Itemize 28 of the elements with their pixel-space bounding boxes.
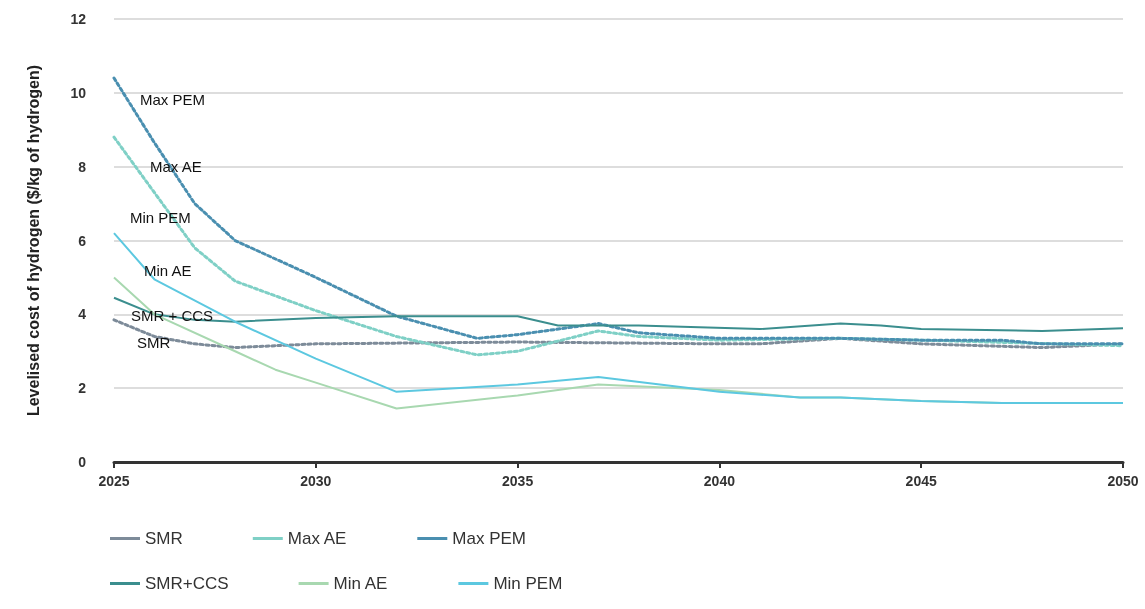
legend-label: Min AE [333,574,388,593]
legend-label: Max AE [287,529,347,548]
x-tick-label: 2030 [300,473,332,489]
annotation: Max PEM [140,90,206,108]
x-tick-label: 2050 [1107,473,1139,489]
line-series [113,232,1124,404]
x-tick-label: 2025 [98,473,130,489]
line-series [113,296,1124,332]
x-tick-label: 2045 [905,473,937,489]
annotation: Min PEM [130,208,191,226]
y-axis-title: Levelised cost of hydrogen ($/kg of hydrogen) [24,64,42,417]
y-tick-label: 0 [78,454,87,470]
y-tick-label: 8 [78,158,87,175]
line-series [112,76,1125,346]
legend-label: SMR [145,529,183,548]
annotation: SMR [137,333,171,351]
y-tick-label: 6 [78,232,87,249]
line-series [112,135,1125,357]
annotation: Min AE [144,261,192,279]
y-tick-label: 12 [70,11,87,27]
legend-label: SMR+CCS [145,574,229,593]
y-tick-label: 2 [78,380,87,397]
legend-label: Max PEM [452,529,526,548]
y-tick-label: 10 [70,84,87,101]
y-tick-label: 4 [78,306,87,323]
x-tick-label: 2035 [502,473,534,489]
legend-label: Min PEM [493,574,563,593]
x-tick-label: 2040 [703,473,736,489]
